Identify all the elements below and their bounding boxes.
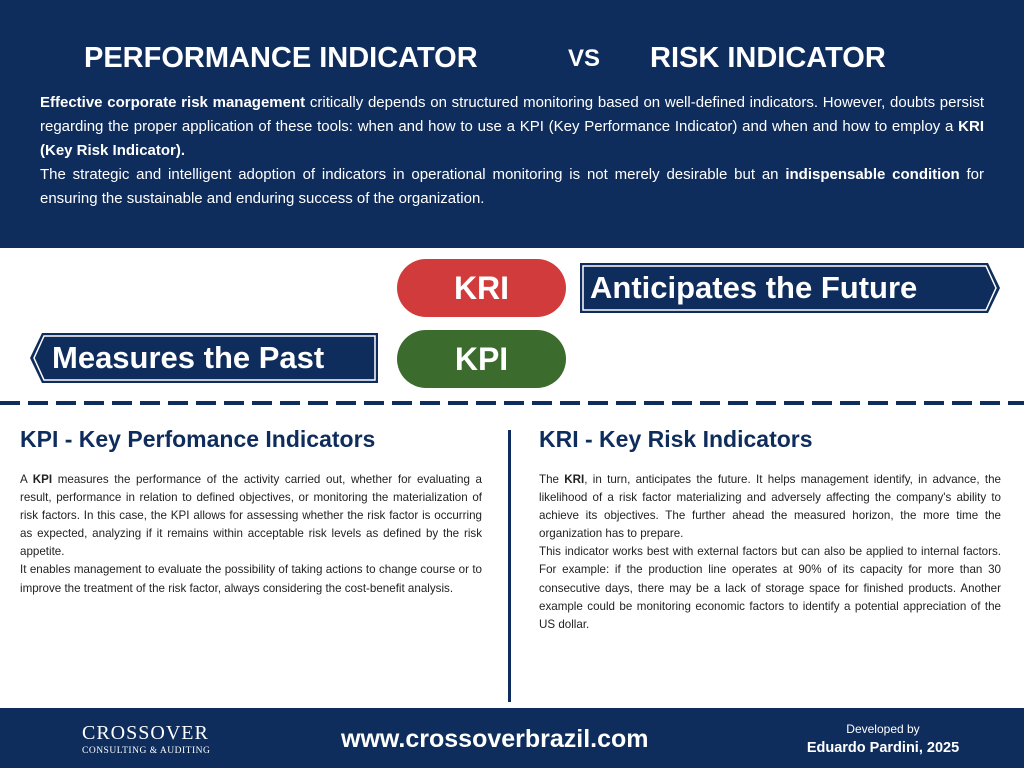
future-banner-border [582, 265, 997, 311]
future-banner [580, 263, 1000, 313]
text-run: for ensuring the sustainable and endurin… [40, 166, 984, 207]
intro-paragraph: Effective corporate risk management crit… [40, 91, 984, 163]
kpi-column: KPI - Key Perfomance Indicators A KPI me… [20, 426, 482, 598]
kri-paragraph: The KRI, in turn, anticipates the future… [539, 471, 1001, 543]
kri-column: KRI - Key Risk Indicators The KRI, in tu… [539, 426, 1001, 634]
intro-paragraph: The strategic and intelligent adoption o… [40, 163, 984, 211]
developed-by: Developed by [846, 722, 920, 736]
footer-band [0, 708, 1024, 768]
bold-run: KPI [32, 473, 53, 486]
text-run: The strategic and intelligent adoption o… [40, 166, 786, 183]
kpi-pill: KPI [397, 330, 566, 388]
kri-paragraph: This indicator works best with external … [539, 543, 1001, 633]
text-run: , in turn, anticipates the future. It he… [539, 473, 1001, 541]
title-left: PERFORMANCE INDICATOR [84, 42, 478, 74]
banner-shapes [0, 263, 1024, 405]
text-run: It enables management to evaluate the po… [20, 563, 482, 595]
kpi-tagline: Measures the Past [52, 340, 325, 375]
logo-subtitle: CONSULTING & AUDITING [82, 746, 211, 756]
bold-run: KRI [564, 473, 585, 486]
header-band [0, 0, 1024, 248]
footer-url[interactable]: www.crossoverbrazil.com [341, 725, 649, 753]
kpi-heading: KPI - Key Perfomance Indicators [20, 426, 376, 452]
kri-heading: KRI - Key Risk Indicators [539, 426, 813, 452]
kpi-paragraph: A KPI measures the performance of the ac… [20, 471, 482, 561]
text-run: A [20, 473, 33, 486]
logo-name: CROSSOVER [82, 722, 209, 744]
intro: Effective corporate risk management crit… [40, 91, 984, 211]
bold-run: indispensable condition [785, 166, 960, 183]
text-run: The [539, 473, 565, 486]
author: Eduardo Pardini, 2025 [806, 740, 960, 756]
text-run: critically depends on structured monitor… [40, 94, 984, 135]
kri-tagline: Anticipates the Future [590, 270, 918, 305]
bold-run: KRI (Key Risk Indicator). [40, 118, 984, 159]
text-run: measures the performance of the activity… [20, 473, 482, 559]
past-banner [30, 333, 378, 383]
kri-pill: KRI [397, 259, 566, 317]
title-vs: VS [568, 45, 601, 72]
kpi-paragraph: It enables management to evaluate the po… [20, 561, 482, 597]
past-banner-border [33, 335, 376, 381]
bold-run: Effective corporate risk management [40, 94, 306, 111]
title-right: RISK INDICATOR [650, 42, 886, 74]
text-run: This indicator works best with external … [539, 545, 1001, 631]
column-divider [508, 430, 511, 702]
